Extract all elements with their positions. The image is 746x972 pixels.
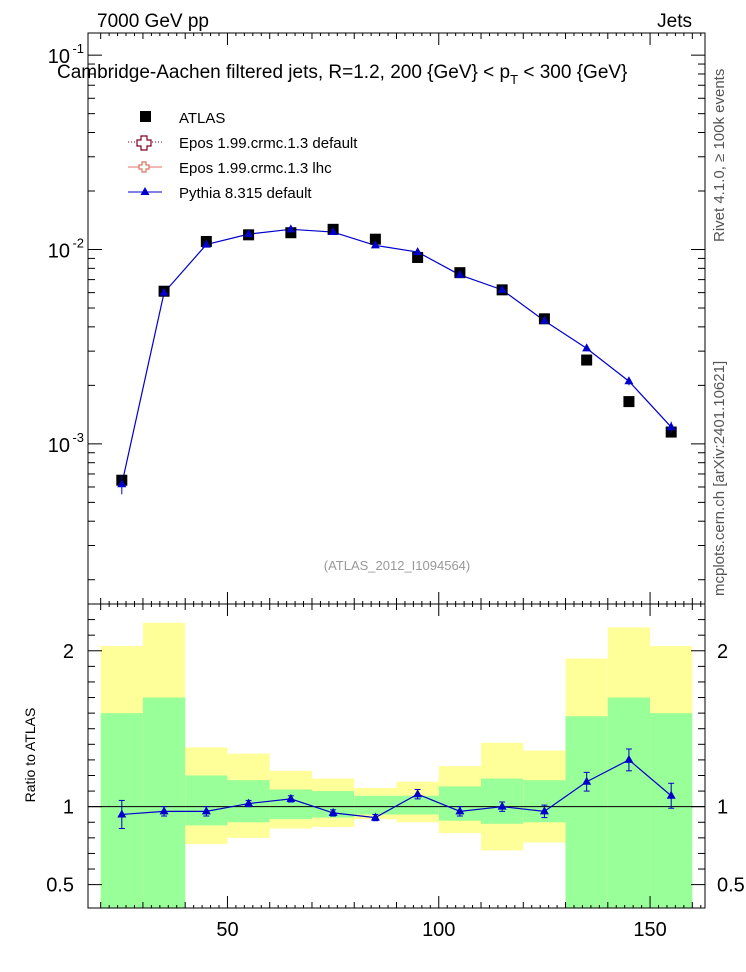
ratio-pythia-point [159, 806, 169, 815]
ratio-pythia-point [497, 801, 507, 810]
atlas-point [369, 233, 381, 245]
pythia-point [244, 229, 254, 238]
ratio-y-tick-label: 2 [63, 641, 74, 663]
pythia-point [201, 239, 211, 248]
y-tick-exponent: -3 [72, 430, 84, 445]
ratio-band-inner [354, 795, 397, 815]
pythia-point [497, 284, 507, 293]
pythia-point [539, 315, 549, 324]
ratio-band-inner [565, 716, 608, 908]
pythia-point [666, 422, 676, 431]
title-sub: T [510, 72, 518, 87]
y-tick-exponent: -1 [72, 41, 84, 56]
legend-atlas-label: ATLAS [179, 110, 225, 127]
ratio-y-tick-label-right: 2 [717, 641, 728, 663]
ratio-pythia-point [244, 798, 254, 807]
mcplots-label: mcplots.cern.ch [arXiv:2401.10621] [711, 361, 728, 596]
ratio-band-inner [185, 775, 228, 826]
header-left: 7000 GeV pp [97, 11, 209, 32]
ratio-pythia-point [328, 807, 338, 816]
pythia-point [455, 269, 465, 278]
ratio-y-tick-label: 1 [63, 797, 74, 819]
ratio-pythia-point [582, 776, 592, 785]
ratio-band-inner [142, 697, 186, 908]
ratio-pythia-point [413, 789, 423, 798]
y-tick-label: 10 [48, 241, 70, 263]
ratio-pythia-line [121, 759, 672, 819]
x-tick-label: 50 [216, 919, 238, 941]
pythia-point [413, 247, 423, 256]
legend-pythia-marker [140, 187, 150, 195]
x-tick-label: 150 [633, 919, 666, 941]
ratio-pythia-point [286, 793, 296, 802]
atlas-point [623, 396, 635, 408]
title-main: Cambridge-Aachen filtered jets, R=1.2, 2… [57, 62, 510, 83]
legend-pythia-label: Pythia 8.315 default [179, 185, 312, 202]
pythia-point [328, 227, 338, 236]
rivet-label: Rivet 4.1.0, ≥ 100k events [711, 69, 728, 242]
legend-epos-default-label: Epos 1.99.crmc.1.3 default [179, 135, 358, 152]
ratio-y-tick-label-right: 1 [717, 797, 728, 819]
pythia-point [582, 343, 592, 352]
ratio-band-inner [650, 713, 693, 908]
atlas-point [581, 354, 593, 366]
y-tick-label: 10 [48, 435, 70, 457]
ratio-pythia-point [455, 806, 465, 815]
analysis-watermark: (ATLAS_2012_I1094564) [324, 558, 470, 573]
x-tick-label: 100 [422, 919, 455, 941]
ratio-pythia-point [117, 809, 127, 818]
pythia-point [370, 240, 380, 249]
atlas-point [412, 251, 424, 263]
ratio-pythia-point [666, 790, 676, 799]
pythia-point [624, 376, 634, 385]
atlas-point [285, 227, 297, 239]
pythia-point [159, 287, 169, 296]
ratio-pythia-point [624, 754, 634, 763]
ratio-ylabel: Ratio to ATLAS [22, 708, 38, 803]
ratio-band-inner [607, 697, 651, 908]
plot-title: Cambridge-Aachen filtered jets, R=1.2, 2… [57, 62, 627, 87]
legend-epos-lhc-marker [138, 161, 150, 173]
ratio-band-inner [481, 778, 524, 824]
legend-epos-default-marker [136, 135, 152, 151]
pythia-point [117, 479, 127, 488]
legend: ATLAS Epos 1.99.crmc.1.3 default Epos 1.… [128, 110, 358, 202]
y-tick-exponent: -2 [72, 236, 84, 251]
pythia-line [121, 228, 672, 485]
ratio-pythia-point [539, 806, 549, 815]
ratio-pythia-point [201, 806, 211, 815]
title-tail: < 300 {GeV} [518, 62, 627, 83]
ratio-pythia-point [370, 812, 380, 821]
ratio-panel: 50 100 150 0.5 0.5 1 1 2 2 [46, 33, 745, 941]
header-right: Jets [657, 11, 692, 32]
legend-epos-lhc-label: Epos 1.99.crmc.1.3 lhc [179, 160, 332, 177]
pythia-point [286, 224, 296, 233]
legend-atlas-marker [140, 111, 151, 122]
y-tick-label: 10 [48, 46, 70, 68]
ratio-y-tick-label: 0.5 [46, 875, 74, 897]
ratio-y-tick-label-right: 0.5 [717, 875, 745, 897]
